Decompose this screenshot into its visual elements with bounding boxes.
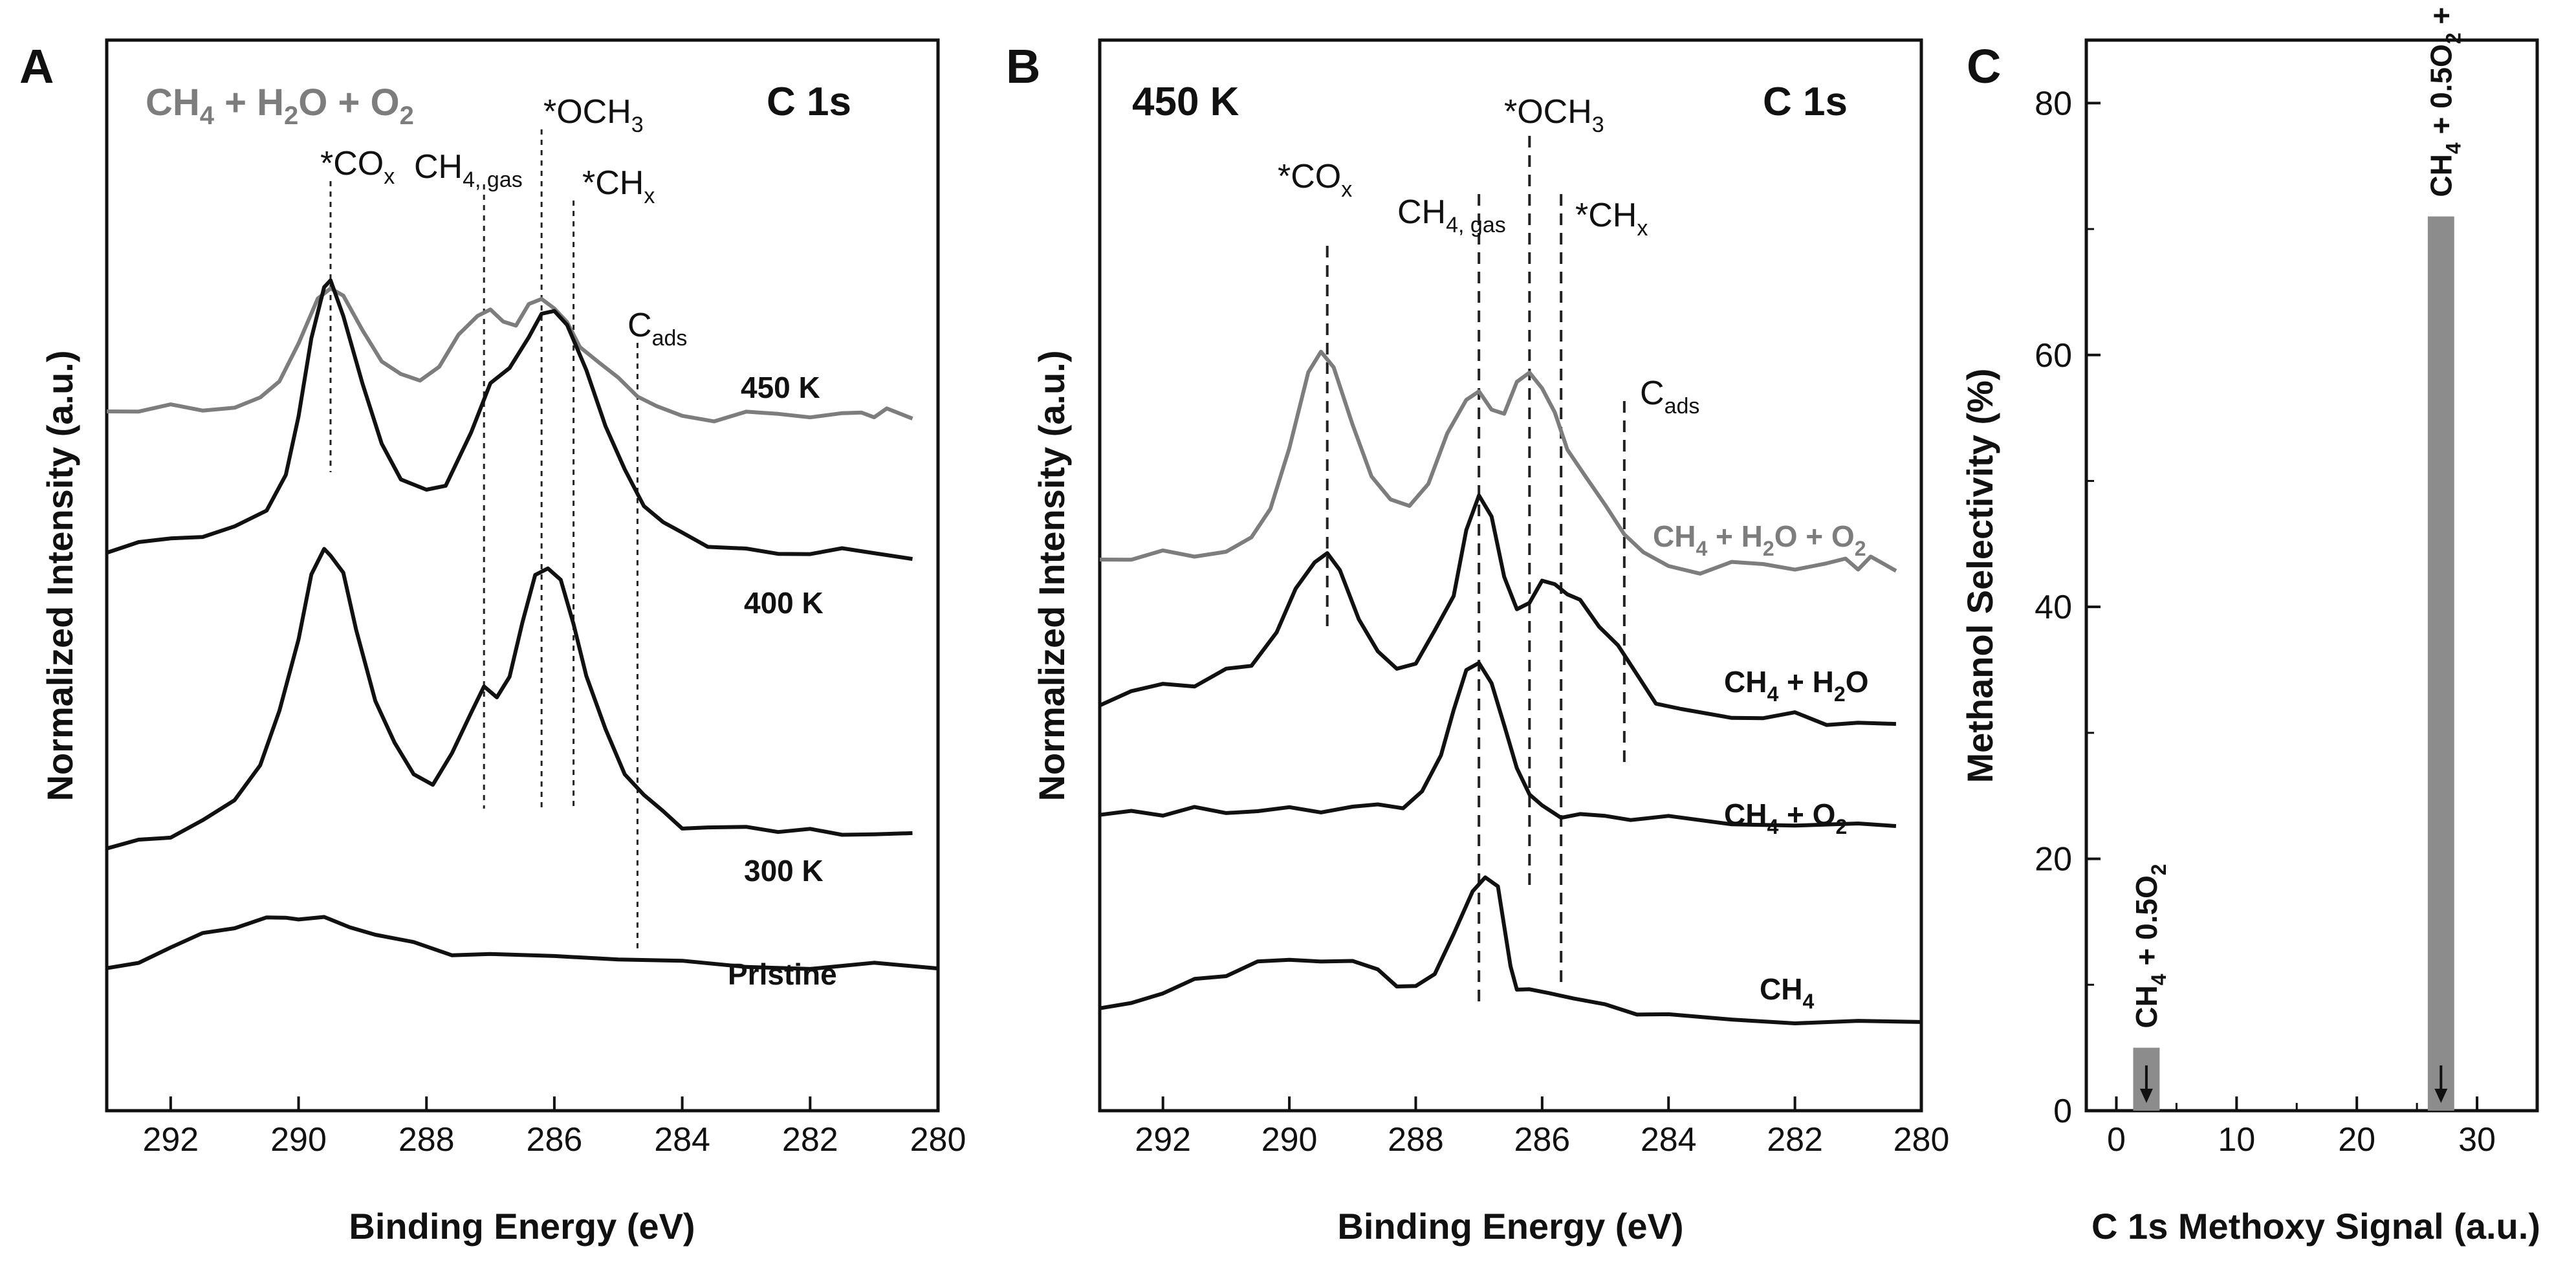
spectrum-line <box>1098 493 1896 727</box>
peak-label: *CHx <box>582 164 655 208</box>
panel-b-x-axis: 292 290 288 286 284 282 280 <box>1135 1096 1949 1159</box>
x-tick-label: 20 <box>2338 1121 2375 1159</box>
panel-b-title: C 1s <box>1763 80 1848 124</box>
panel-b-temperature: 450 K <box>1132 80 1239 124</box>
trace-label: CH4 + O2 <box>1724 798 1847 838</box>
spectrum-line <box>1099 875 1922 1025</box>
panel-c-frame <box>2084 38 2539 1113</box>
y-tick-label: 60 <box>2035 337 2072 375</box>
x-tick-label: 284 <box>1641 1121 1697 1159</box>
panel-letter-b: B <box>1006 39 1040 93</box>
x-tick-label: 282 <box>1767 1121 1823 1159</box>
x-tick-label: 280 <box>910 1121 966 1159</box>
panel-b-frame <box>1098 38 1923 1113</box>
peak-label: *COx <box>320 145 395 189</box>
panel-a-condition: CH4 + H2O + O2 <box>146 82 414 130</box>
bar-label: CH4 + 0.5O2 <box>2130 864 2170 1028</box>
peak-label: *COx <box>1278 158 1352 202</box>
y-tick-label: 0 <box>2053 1093 2072 1130</box>
x-tick-label: 290 <box>1261 1121 1318 1159</box>
spectrum-line <box>106 278 913 561</box>
x-tick-label: 292 <box>142 1121 199 1159</box>
x-tick-label: 10 <box>2218 1121 2255 1159</box>
panel-letter-a: A <box>19 39 54 93</box>
x-tick-label: 286 <box>527 1121 583 1159</box>
trace-label: CH4 + H2O + O2 <box>1653 519 1866 560</box>
panel-a-peak-labels: *COx CH4, gas *OCH3 *CHx Cads <box>320 93 687 351</box>
panel-c-y-label: Methanol Selectivity (%) <box>1959 368 2000 783</box>
bar-arrow-head <box>2434 1089 2448 1103</box>
peak-label: Cads <box>628 307 687 351</box>
panel-c-bars: CH4 + 0.5O2 CH4 + 0.5O2 + 4H2O <box>2130 0 2465 1111</box>
spectrum-line <box>1099 349 1897 576</box>
panel-b-y-label: Normalized Intensity (a.u.) <box>1031 351 1072 801</box>
panel-a-reference-lines <box>329 129 639 951</box>
panel-b-reference-lines <box>1326 136 1626 1009</box>
bar <box>2427 216 2454 1111</box>
panel-b-spectra <box>1098 349 1922 1025</box>
x-tick-label: 286 <box>1514 1121 1570 1159</box>
y-tick-label: 40 <box>2035 589 2072 626</box>
x-tick-label: 30 <box>2458 1121 2496 1159</box>
y-tick-label: 80 <box>2035 85 2072 122</box>
x-tick-label: 280 <box>1894 1121 1950 1159</box>
peak-label: *OCH3 <box>543 93 644 137</box>
x-tick-label: 288 <box>398 1121 455 1159</box>
panel-b-peak-labels: *COx CH4, gas *OCH3 *CHx Cads <box>1278 93 1699 419</box>
panel-a-trace-label-450k: 450 K <box>741 371 820 404</box>
panel-a-x-axis: 292 290 288 286 284 282 280 <box>142 1096 966 1159</box>
trace-label: CH4 + H2O <box>1724 665 1868 706</box>
panel-a-trace-label-400k: 400 K <box>744 586 824 620</box>
panel-a-spectra <box>106 278 939 971</box>
panel-c-x-label: C 1s Methoxy Signal (a.u.) <box>2091 1206 2540 1247</box>
panel-b-trace-labels: CH4 + H2O + O2 CH4 + H2O CH4 + O2 CH4 <box>1653 519 1868 1013</box>
spectrum-line <box>106 547 913 851</box>
bar-label: CH4 + 0.5O2 + 4H2O <box>2424 0 2465 197</box>
x-tick-label: 290 <box>270 1121 327 1159</box>
peak-label: CH4, gas <box>1397 193 1506 237</box>
panel-a-frame <box>105 38 940 1113</box>
panel-a-trace-label-300k: 300 K <box>744 854 824 888</box>
spectrum-line <box>106 915 939 971</box>
panel-a: 292 290 288 286 284 282 280 *COx CH4, gas*OCH3*… <box>39 38 966 1247</box>
panel-a-title: C 1s <box>767 80 851 124</box>
peak-label: Cads <box>1640 375 1699 419</box>
x-tick-label: 282 <box>782 1121 838 1159</box>
x-tick-label: 284 <box>654 1121 710 1159</box>
peak-label: *OCH3 <box>1504 93 1604 137</box>
trace-label: CH4 <box>1760 972 1814 1013</box>
x-tick-label: 288 <box>1388 1121 1444 1159</box>
panel-a-trace-label-pristine: Pristine <box>728 957 837 991</box>
panel-b-x-label: Binding Energy (eV) <box>1337 1206 1683 1247</box>
x-tick-label: 292 <box>1135 1121 1191 1159</box>
panel-letter-c: C <box>1967 39 2001 93</box>
bar-arrow-head <box>2139 1089 2153 1103</box>
spectrum-line <box>106 286 913 424</box>
panel-a-x-label: Binding Energy (eV) <box>349 1206 695 1247</box>
spectrum-line <box>1099 660 1897 828</box>
panel-c: 0 20 40 60 80 0 10 20 30 CH4 + 0.5O2 CH4 + 0.5O2 … <box>1959 0 2540 1247</box>
panel-a-y-label: Normalized Intensity (a.u.) <box>39 351 80 801</box>
panel-c-axes: 0 20 40 60 80 0 10 20 30 <box>2035 85 2496 1159</box>
peak-label: CH4, gas <box>414 148 523 192</box>
peak-label: *CHx <box>1575 197 1648 241</box>
y-tick-label: 20 <box>2035 841 2072 878</box>
x-tick-label: 0 <box>2107 1121 2126 1159</box>
